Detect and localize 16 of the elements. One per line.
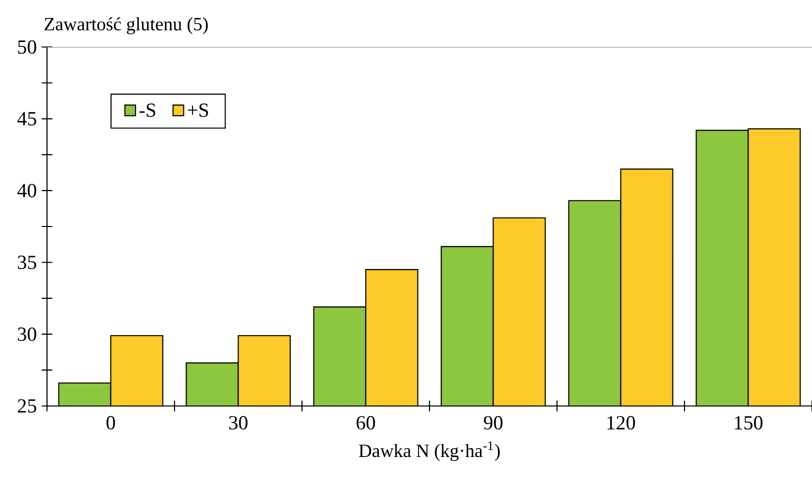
y-tick-label: 35 — [18, 256, 36, 270]
y-tick-label: 45 — [17, 112, 36, 126]
y-tick-label: 40 — [17, 184, 36, 198]
y-tick-label: 25 — [18, 399, 36, 413]
x-tick-label: 150 — [735, 416, 762, 430]
x-tick-label: 120 — [608, 416, 635, 430]
y-tick-label: 30 — [18, 327, 36, 341]
x-axis-title: Dawka N (kg·ha$^{-1}$) — [358, 441, 500, 461]
x-tick-label: 0 — [106, 416, 116, 430]
x-tick-label: 60 — [356, 416, 375, 430]
legend-label: -S — [139, 104, 156, 117]
x-tick-label: 90 — [484, 416, 502, 430]
y-axis-title: Zawartość glutenu (5) — [44, 17, 208, 34]
legend-label: +S — [188, 104, 208, 117]
y-tick-label: 50 — [18, 40, 36, 54]
x-tick-label: 30 — [229, 416, 248, 430]
